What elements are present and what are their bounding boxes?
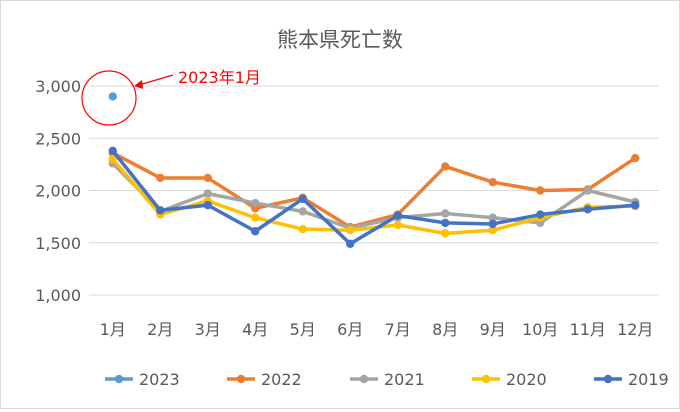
annotation-arrow — [138, 74, 174, 86]
legend-label: 2021 — [384, 370, 425, 389]
x-tick-label: 10月 — [522, 320, 558, 339]
data-point-2022 — [631, 153, 640, 163]
legend-item-2019: 2019 — [594, 370, 669, 389]
y-axis-ticks: 1,000 1,500 2,000 2,500 3,000 — [35, 77, 81, 305]
data-point-2019 — [631, 200, 640, 210]
y-tick-label: 2,500 — [35, 129, 81, 148]
data-point-2021 — [488, 213, 497, 222]
x-tick-label: 7月 — [385, 320, 411, 339]
data-point-2022 — [441, 162, 450, 171]
series-2022 — [108, 148, 640, 232]
data-point-2019 — [203, 200, 212, 210]
data-point-2021 — [441, 209, 450, 218]
legend-label: 2023 — [139, 370, 180, 389]
gridlines — [89, 85, 659, 296]
legend-marker — [114, 374, 124, 384]
x-tick-label: 6月 — [337, 320, 363, 339]
series-2021 — [108, 159, 640, 233]
legend-marker — [236, 374, 246, 384]
series-lines — [108, 92, 640, 248]
data-point-2022 — [156, 173, 165, 183]
data-point-2019 — [536, 210, 545, 219]
data-point-2019 — [298, 194, 307, 204]
chart-title: 熊本県死亡数 — [277, 28, 403, 52]
x-tick-label: 5月 — [290, 320, 316, 339]
data-point-2022 — [203, 173, 212, 183]
y-tick-label: 2,000 — [35, 182, 81, 201]
data-point-2019 — [346, 239, 355, 248]
data-point-2023 — [108, 92, 117, 101]
data-point-2020 — [393, 220, 402, 230]
annotation: 2023年1月 — [81, 68, 261, 126]
data-point-2019 — [393, 211, 402, 220]
x-tick-label: 8月 — [432, 320, 458, 339]
series-2023 — [108, 92, 117, 101]
x-axis-ticks: 1月 2月 3月 4月 5月 6月 7月 8月 9月 10月 11月 12月 — [100, 320, 654, 339]
y-tick-label: 1,000 — [35, 286, 81, 305]
series-line-2020 — [111, 157, 637, 236]
data-point-2020 — [488, 226, 497, 235]
series-line-2022 — [111, 151, 637, 229]
data-point-2020 — [108, 154, 117, 164]
annotation-circle — [81, 70, 137, 126]
x-tick-label: 11月 — [570, 320, 606, 339]
series-line-2021 — [111, 161, 637, 230]
legend-label: 2022 — [261, 370, 302, 389]
x-tick-label: 3月 — [195, 320, 221, 339]
legend-item-2022: 2022 — [227, 370, 302, 389]
legend-marker — [481, 374, 491, 384]
data-point-2019 — [583, 205, 592, 214]
legend-marker — [603, 374, 613, 384]
data-point-2022 — [536, 186, 545, 195]
y-tick-label: 1,500 — [35, 234, 81, 253]
legend-item-2023: 2023 — [105, 370, 180, 389]
legend-label: 2019 — [628, 370, 669, 389]
data-point-2019 — [441, 218, 450, 228]
series-2019 — [108, 146, 640, 248]
y-tick-label: 3,000 — [35, 77, 81, 96]
legend: 2023 2022 2021 2020 2019 — [105, 370, 669, 389]
data-point-2019 — [156, 206, 165, 215]
legend-marker — [359, 374, 369, 384]
x-tick-label: 4月 — [242, 320, 268, 339]
data-point-2019 — [251, 227, 260, 236]
data-point-2020 — [251, 213, 260, 222]
data-point-2019 — [108, 146, 117, 155]
data-point-2020 — [298, 224, 307, 234]
legend-label: 2020 — [506, 370, 547, 389]
series-2020 — [108, 154, 640, 238]
data-point-2021 — [251, 198, 260, 208]
x-tick-label: 12月 — [617, 320, 653, 339]
data-point-2021 — [203, 189, 212, 198]
legend-item-2021: 2021 — [350, 370, 425, 389]
legend-item-2020: 2020 — [472, 370, 547, 389]
data-point-2020 — [346, 226, 355, 235]
annotation-arrowhead — [134, 80, 143, 89]
x-tick-label: 9月 — [480, 320, 506, 339]
annotation-label: 2023年1月 — [178, 68, 261, 87]
data-point-2020 — [441, 229, 450, 238]
data-point-2022 — [488, 177, 497, 187]
data-point-2021 — [298, 207, 307, 216]
series-line-2019 — [111, 149, 637, 246]
data-point-2019 — [488, 219, 497, 229]
x-tick-label: 1月 — [100, 320, 126, 339]
data-point-2021 — [583, 186, 592, 195]
x-tick-label: 2月 — [147, 320, 173, 339]
